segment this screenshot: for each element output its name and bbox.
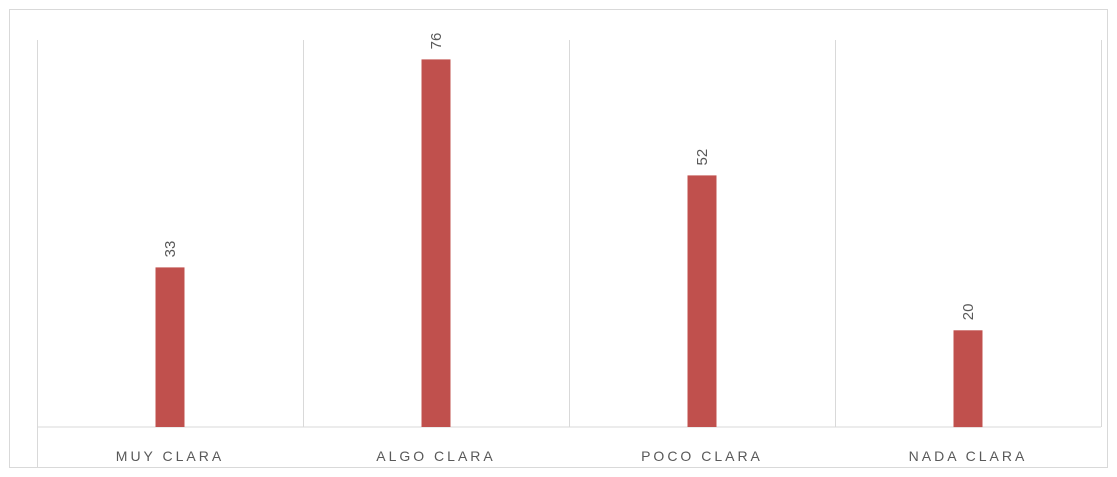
gridlines bbox=[37, 40, 1102, 467]
data-labels: 33 76 52 20 bbox=[162, 33, 977, 321]
bar bbox=[155, 267, 185, 427]
bars bbox=[155, 59, 983, 428]
bar bbox=[953, 330, 983, 428]
data-label: 76 bbox=[428, 33, 445, 50]
x-tick-label: NADA CLARA bbox=[909, 448, 1028, 464]
data-label: 52 bbox=[694, 149, 711, 166]
data-label: 20 bbox=[960, 304, 977, 321]
bar bbox=[421, 59, 451, 428]
x-tick-label: POCO CLARA bbox=[641, 448, 763, 464]
x-tick-label: MUY CLARA bbox=[116, 448, 224, 464]
x-tick-label: ALGO CLARA bbox=[376, 448, 495, 464]
data-label: 33 bbox=[162, 241, 179, 258]
chart-area bbox=[9, 9, 1108, 468]
x-axis-tick-labels: MUY CLARA ALGO CLARA POCO CLARA NADA CLARA bbox=[116, 448, 1028, 464]
bar bbox=[687, 175, 717, 427]
